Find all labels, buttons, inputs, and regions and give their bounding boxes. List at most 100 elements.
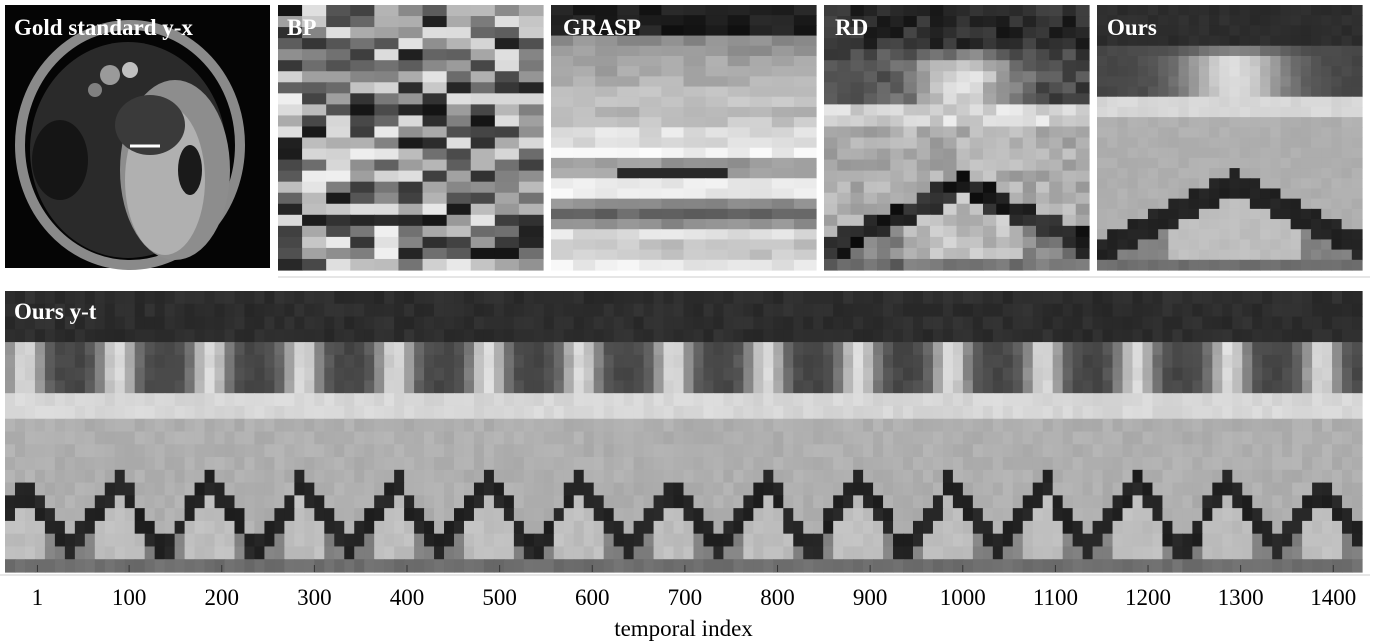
pixel	[125, 432, 136, 445]
pixel	[639, 178, 662, 189]
pixel	[873, 304, 884, 317]
pixel	[1138, 117, 1149, 128]
pixel	[1162, 559, 1173, 572]
pixel	[863, 444, 874, 457]
pixel	[864, 237, 878, 249]
pixel	[447, 5, 472, 17]
pixel	[514, 406, 525, 419]
pixel	[1302, 368, 1313, 381]
pixel	[1272, 419, 1283, 432]
pixel	[278, 171, 303, 183]
pixel	[983, 521, 994, 534]
pixel	[661, 219, 684, 230]
pixel	[614, 393, 625, 406]
pixel	[1212, 291, 1223, 304]
pixel	[85, 406, 96, 419]
pixel	[175, 291, 186, 304]
pixel	[195, 483, 206, 496]
pixel	[573, 209, 596, 220]
pixel	[15, 380, 26, 393]
pixel	[484, 444, 495, 457]
pixel	[155, 291, 166, 304]
pixel	[234, 546, 245, 559]
pixel	[205, 444, 216, 457]
pixel	[278, 215, 303, 227]
pixel	[1107, 239, 1118, 250]
pixel	[1172, 483, 1183, 496]
pixel	[1292, 355, 1303, 368]
pixel	[624, 406, 635, 419]
pixel	[264, 432, 275, 445]
pixel	[1168, 97, 1179, 108]
pixel	[1189, 219, 1200, 230]
pixel	[1282, 329, 1293, 342]
pixel	[326, 93, 351, 105]
pixel	[1311, 56, 1322, 67]
pixel	[996, 115, 1010, 127]
pixel	[1162, 380, 1173, 393]
pixel	[837, 126, 851, 138]
pixel	[1103, 521, 1114, 534]
pixel	[274, 368, 285, 381]
pixel	[424, 355, 435, 368]
pixel	[155, 380, 166, 393]
pixel	[1240, 168, 1251, 179]
pixel	[1270, 188, 1281, 199]
pixel	[930, 259, 944, 271]
pixel	[893, 355, 904, 368]
pixel	[903, 534, 914, 547]
pixel	[1013, 368, 1024, 381]
pixel	[1168, 117, 1179, 128]
pixel	[1063, 60, 1077, 72]
pixel	[1033, 291, 1044, 304]
pixel	[115, 406, 126, 419]
pixel	[464, 432, 475, 445]
pixel	[933, 380, 944, 393]
pixel	[793, 342, 804, 355]
pixel	[423, 115, 448, 127]
pixel	[923, 521, 934, 534]
pixel	[105, 419, 116, 432]
pixel	[324, 419, 335, 432]
pixel	[344, 521, 355, 534]
pixel	[1199, 188, 1210, 199]
pixel	[750, 107, 773, 118]
pixel	[264, 495, 275, 508]
pixel	[750, 66, 773, 77]
pixel	[423, 71, 448, 83]
pixel	[634, 521, 645, 534]
pixel	[594, 521, 605, 534]
pixel	[1331, 239, 1342, 250]
pixel	[833, 304, 844, 317]
pixel	[1242, 329, 1253, 342]
pixel	[1331, 178, 1342, 189]
pixel	[1252, 521, 1263, 534]
pixel	[1043, 406, 1054, 419]
pixel	[733, 432, 744, 445]
pixel	[877, 193, 891, 205]
pixel	[424, 291, 435, 304]
pixel	[783, 470, 794, 483]
pixel	[772, 66, 795, 77]
pixel	[917, 27, 931, 39]
pixel	[634, 508, 645, 521]
pixel	[1292, 534, 1303, 547]
pixel	[424, 393, 435, 406]
pixel	[284, 546, 295, 559]
pixel	[1240, 188, 1251, 199]
pixel	[1117, 117, 1128, 128]
pixel	[25, 355, 36, 368]
pixel	[833, 470, 844, 483]
pixel	[639, 56, 662, 67]
pixel	[1162, 304, 1173, 317]
pixel	[15, 432, 26, 445]
pixel	[993, 444, 1004, 457]
pixel	[324, 559, 335, 572]
pixel	[447, 93, 472, 105]
pixel	[1036, 193, 1050, 205]
pixel	[833, 534, 844, 547]
pixel	[1280, 178, 1291, 189]
pixel	[573, 250, 596, 261]
pixel	[495, 237, 520, 249]
pixel	[1128, 260, 1139, 271]
